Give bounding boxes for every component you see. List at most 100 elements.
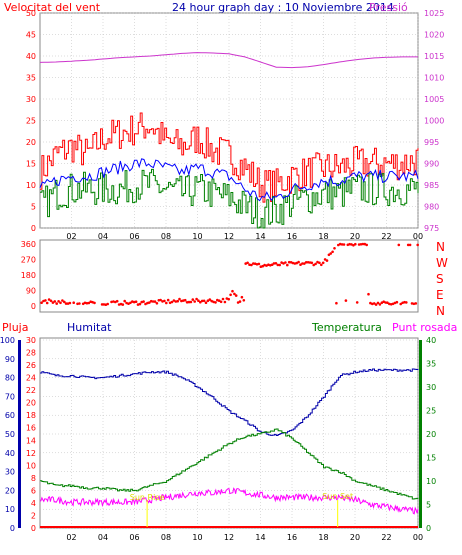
direction-point (57, 300, 60, 303)
x-tick-label: 00 (413, 232, 423, 241)
pressure-tick-label: 1005 (424, 95, 444, 104)
dew-point-series (39, 487, 419, 515)
compass-label: S (436, 272, 444, 286)
direction-point (240, 295, 244, 299)
x-tick-label: 12 (224, 232, 234, 241)
rain-tick-label: 26 (26, 361, 36, 370)
sun-rise-label: Sun Rise (130, 493, 165, 502)
direction-point (106, 302, 109, 306)
pressure-tick-label: 1015 (424, 52, 444, 61)
direction-axis-ticks: 0 90 180 270 360 (21, 240, 36, 311)
direction-point (227, 297, 230, 301)
direction-point (195, 297, 198, 301)
wind-tick-label: 35 (26, 74, 36, 83)
direction-point (238, 300, 242, 303)
direction-point (166, 298, 170, 302)
direction-point (261, 264, 265, 268)
direction-point (329, 252, 333, 255)
direction-point (208, 298, 212, 301)
x-tick-label: 18 (318, 533, 328, 542)
direction-point (219, 300, 223, 304)
direction-point (193, 300, 196, 303)
rain-tick-label: 8 (31, 474, 36, 483)
direction-point (310, 261, 314, 265)
direction-point (405, 301, 408, 304)
temperature-tick-label: 10 (426, 477, 436, 486)
dew-point-label: Punt rosada (392, 321, 457, 334)
direction-point (123, 299, 126, 303)
pressure-tick-label: 995 (424, 138, 439, 147)
direction-point (217, 299, 221, 303)
temperature-tick-label: 30 (426, 383, 436, 392)
rain-tick-label: 18 (26, 411, 36, 420)
direction-point (372, 302, 376, 305)
direction-point (159, 298, 162, 302)
direction-point (406, 243, 410, 247)
direction-point (221, 297, 225, 301)
wind-tick-label: 50 (26, 9, 36, 18)
direction-point (414, 302, 418, 305)
x-tick-label: 06 (129, 232, 139, 241)
x-tick-label: 04 (98, 232, 108, 241)
temperature-tick-label: 35 (426, 360, 436, 369)
sun-set-label: Sun Set (322, 492, 353, 501)
pressure-tick-label: 990 (424, 160, 439, 169)
rain-tick-label: 4 (31, 499, 36, 508)
direction-point (78, 302, 81, 305)
pressure-title: Pressió (369, 1, 408, 14)
graph-date-title: 24 hour graph day : 10 Noviembre 2014 (172, 1, 394, 14)
temperature-label: Temperatura (311, 321, 382, 334)
wind-tick-label: 30 (26, 95, 36, 104)
direction-point (270, 263, 274, 267)
direction-point (246, 261, 249, 265)
rain-tick-label: 6 (31, 486, 36, 495)
direction-tick-label: 90 (26, 287, 36, 296)
direction-point (344, 299, 348, 302)
direction-points (40, 242, 420, 307)
direction-point (151, 300, 155, 303)
wind-tick-label: 10 (26, 181, 36, 190)
direction-point (257, 262, 261, 266)
direction-point (45, 301, 49, 305)
direction-point (321, 261, 325, 265)
direction-point (51, 301, 55, 304)
direction-point (242, 299, 246, 302)
compass-label: E (436, 288, 444, 302)
direction-point (335, 301, 338, 305)
direction-point (374, 303, 378, 306)
direction-point (367, 292, 370, 296)
direction-point (233, 292, 236, 296)
direction-panel-frame (39, 239, 419, 313)
humidity-axis-bar (18, 340, 21, 528)
direction-point (206, 299, 210, 303)
x-tick-label: 20 (350, 533, 360, 542)
temperature-tick-label: 15 (426, 454, 436, 463)
direction-point (64, 302, 68, 305)
direction-point (204, 301, 208, 305)
wind-tick-label: 40 (26, 52, 36, 61)
rain-tick-label: 28 (26, 349, 36, 358)
humidity-tick-label: 80 (5, 374, 15, 383)
pressure-tick-label: 1010 (424, 74, 444, 83)
direction-point (134, 300, 138, 304)
climate-series (39, 368, 419, 528)
direction-point (148, 301, 151, 304)
direction-point (287, 260, 291, 264)
direction-point (170, 300, 174, 304)
humidity-tick-label: 90 (5, 355, 15, 364)
direction-point (49, 299, 53, 303)
direction-point (357, 243, 361, 246)
compass-label: N (436, 304, 445, 318)
x-axis-ticks-top: 02 04 06 08 10 12 14 16 18 20 22 00 (66, 232, 423, 241)
humidity-tick-label: 10 (5, 505, 15, 514)
direction-tick-label: 0 (31, 302, 36, 311)
wind-gust-series (40, 112, 419, 203)
direction-point (55, 302, 58, 305)
rain-tick-label: 22 (26, 386, 36, 395)
pressure-series (39, 52, 418, 69)
direction-point (187, 300, 191, 304)
direction-tick-label: 180 (21, 271, 36, 280)
direction-point (185, 301, 189, 304)
direction-point (272, 262, 276, 265)
